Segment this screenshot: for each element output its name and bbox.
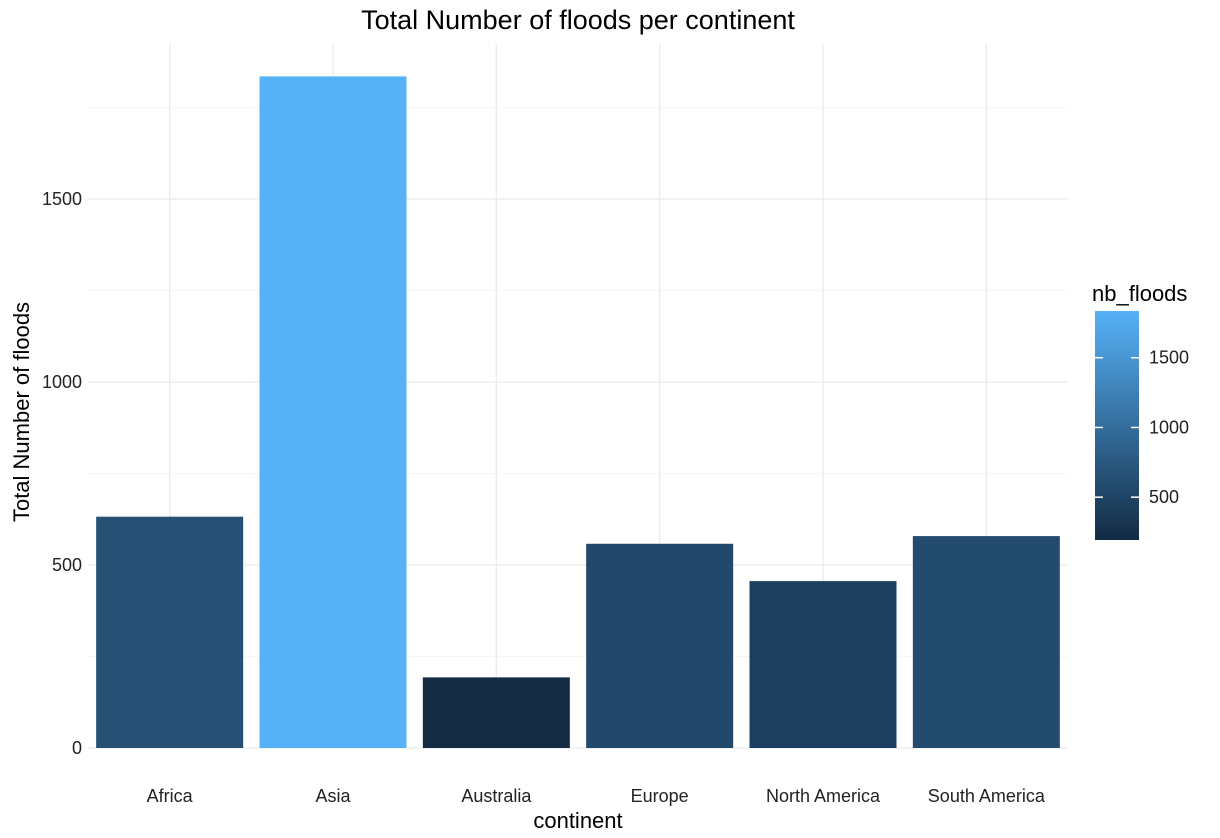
chart-title: Total Number of floods per continent bbox=[361, 5, 795, 35]
x-tick-label: South America bbox=[928, 786, 1046, 806]
y-tick-label: 1500 bbox=[42, 189, 82, 209]
x-tick-label: Europe bbox=[631, 786, 689, 806]
bar-africa bbox=[96, 516, 244, 748]
bar-asia bbox=[259, 76, 407, 748]
legend-tick-label: 1000 bbox=[1149, 417, 1189, 437]
y-axis-ticks: 0 500 1000 1500 bbox=[42, 189, 82, 758]
legend-tick-label: 1500 bbox=[1149, 348, 1189, 368]
legend-colorbar bbox=[1095, 311, 1139, 540]
x-axis-title: continent bbox=[533, 808, 622, 833]
legend-ticks: 500 1000 1500 bbox=[1095, 348, 1189, 507]
y-tick-label: 1000 bbox=[42, 372, 82, 392]
x-tick-label: Australia bbox=[461, 786, 532, 806]
bar-europe bbox=[586, 543, 734, 748]
x-tick-label: Asia bbox=[315, 786, 351, 806]
x-tick-label: North America bbox=[766, 786, 881, 806]
y-axis-title: Total Number of floods bbox=[9, 302, 34, 522]
bar-south-america bbox=[912, 536, 1060, 748]
y-tick-label: 0 bbox=[72, 738, 82, 758]
bar-north-america bbox=[749, 581, 897, 748]
y-tick-label: 500 bbox=[52, 555, 82, 575]
x-tick-label: Africa bbox=[147, 786, 194, 806]
legend: nb_floods 500 1000 1500 bbox=[1092, 281, 1189, 540]
bar-australia bbox=[422, 677, 570, 748]
bars bbox=[96, 76, 1060, 748]
x-axis-ticks: Africa Asia Australia Europe North America So… bbox=[147, 786, 1046, 806]
legend-title: nb_floods bbox=[1092, 281, 1187, 306]
legend-tick-label: 500 bbox=[1149, 487, 1179, 507]
